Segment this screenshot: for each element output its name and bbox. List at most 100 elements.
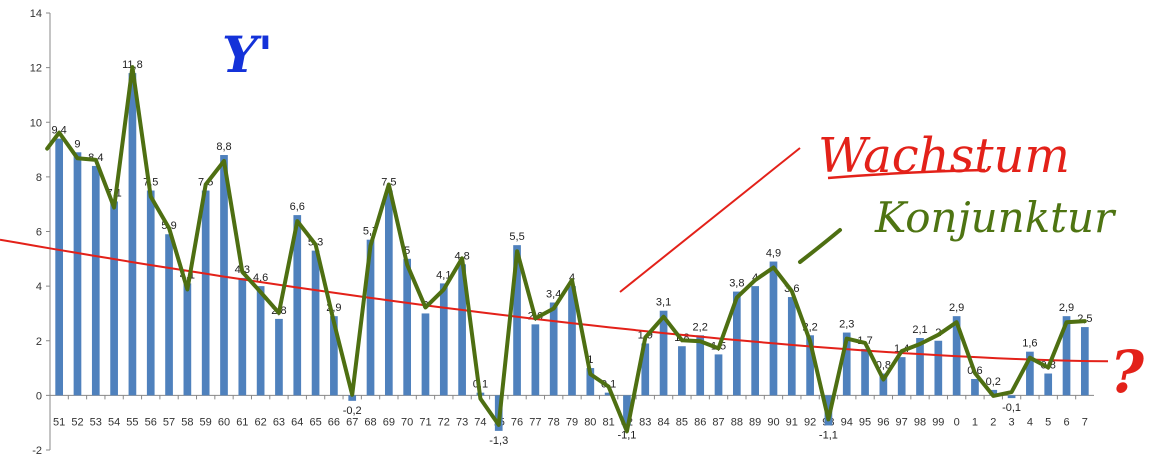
red-pointer-line [619, 147, 801, 293]
data-label: 5 [404, 245, 410, 257]
data-label: 3,1 [656, 297, 671, 309]
x-tick-label: 69 [383, 416, 395, 428]
bar [897, 357, 906, 396]
data-label: 8,8 [216, 141, 231, 153]
bar [787, 297, 796, 396]
bar [678, 346, 686, 396]
bar [220, 155, 228, 396]
data-label: -0,2 [343, 405, 362, 417]
y-tick-label: 12 [30, 63, 42, 75]
bar [421, 313, 430, 396]
y-tick-label: 4 [36, 281, 42, 293]
x-tick-label: 83 [639, 416, 651, 428]
bar [293, 215, 302, 396]
x-tick-label: 72 [438, 416, 450, 428]
x-tick-label: 1 [972, 416, 978, 428]
x-tick-label: 99 [932, 416, 944, 428]
x-tick-label: 71 [419, 416, 431, 428]
x-tick-label: 85 [676, 416, 688, 428]
x-tick-label: 63 [273, 416, 285, 428]
bar [146, 190, 155, 396]
data-label: -1,1 [819, 429, 838, 441]
bar [879, 373, 888, 396]
bar [806, 335, 814, 396]
red-underline [827, 168, 986, 180]
y-tick-label: 10 [30, 117, 42, 129]
bar [55, 138, 64, 396]
x-tick-label: 65 [309, 416, 321, 428]
annotation-y-prime: Y' [222, 25, 273, 84]
bar-series [55, 73, 1089, 431]
y-tick-label: 2 [36, 336, 42, 348]
bar [531, 324, 540, 396]
bar [842, 332, 851, 396]
bar [311, 250, 320, 396]
green-pointer-stroke [798, 228, 842, 264]
bar [1044, 373, 1053, 396]
x-tick-label: 3 [1009, 416, 1015, 428]
bar [769, 261, 778, 396]
x-tick-label: 61 [236, 416, 248, 428]
y-tick-label: -2 [32, 445, 42, 457]
x-tick-label: 80 [584, 416, 596, 428]
x-tick-label: 95 [859, 416, 871, 428]
x-tick-label: 64 [291, 416, 303, 428]
data-label: 1 [587, 354, 593, 366]
data-label: 1,6 [1022, 338, 1037, 350]
x-tick-label: 79 [566, 416, 578, 428]
bar [696, 335, 705, 396]
x-axis: 51 52 53 54 55 56 57 58 59 60 61 62 63 64 65 66 67 68 69 70… [49, 394, 1094, 428]
x-tick-label: 57 [163, 416, 175, 428]
bar [275, 318, 283, 396]
y-tick-label: 0 [36, 390, 42, 402]
x-tick-label: 96 [877, 416, 889, 428]
x-tick-label: 77 [529, 416, 541, 428]
bar [1026, 351, 1034, 396]
data-label: 6,6 [290, 201, 305, 213]
data-label: 4,8 [454, 250, 469, 262]
x-tick-label: 52 [71, 416, 83, 428]
x-tick-label: 78 [548, 416, 560, 428]
x-tick-label: 51 [53, 416, 65, 428]
x-tick-label: 86 [694, 416, 706, 428]
bar [641, 343, 650, 396]
x-tick-label: 6 [1063, 416, 1069, 428]
bar [183, 283, 192, 396]
trend-line-group [0, 238, 1109, 363]
x-tick-label: 0 [954, 416, 960, 428]
x-tick-label: 56 [145, 416, 157, 428]
bar [604, 392, 613, 396]
bar [513, 245, 521, 396]
x-tick-label: 84 [657, 416, 669, 428]
x-tick-label: 90 [767, 416, 779, 428]
x-tick-label: 55 [126, 416, 138, 428]
bar [91, 165, 100, 396]
bar [238, 277, 247, 396]
data-label: 2,1 [912, 324, 927, 336]
x-tick-label: 62 [255, 416, 267, 428]
annotation-question-mark: ? [1110, 338, 1145, 406]
bar [384, 190, 393, 396]
data-label: 2,9 [1059, 302, 1074, 314]
y-axis: -2 0 2 4 6 8 10 12 14 [30, 8, 51, 457]
x-tick-label: 7 [1082, 416, 1088, 428]
bar [934, 340, 943, 396]
y-tick-label: 14 [30, 8, 42, 20]
bar [623, 395, 631, 426]
bar [165, 234, 173, 396]
x-tick-label: 58 [181, 416, 193, 428]
data-label: 2,9 [949, 302, 964, 314]
data-label: -1,3 [489, 435, 508, 447]
x-tick-label: 88 [731, 416, 743, 428]
x-tick-label: 81 [603, 416, 615, 428]
bar [971, 378, 979, 396]
bar [1007, 395, 1016, 399]
data-label: -1,1 [617, 429, 636, 441]
data-label: 5,5 [509, 231, 524, 243]
x-tick-label: 87 [712, 416, 724, 428]
x-tick-label: 67 [346, 416, 358, 428]
x-tick-label: 53 [90, 416, 102, 428]
x-tick-label: 2 [990, 416, 996, 428]
bar [128, 73, 137, 396]
